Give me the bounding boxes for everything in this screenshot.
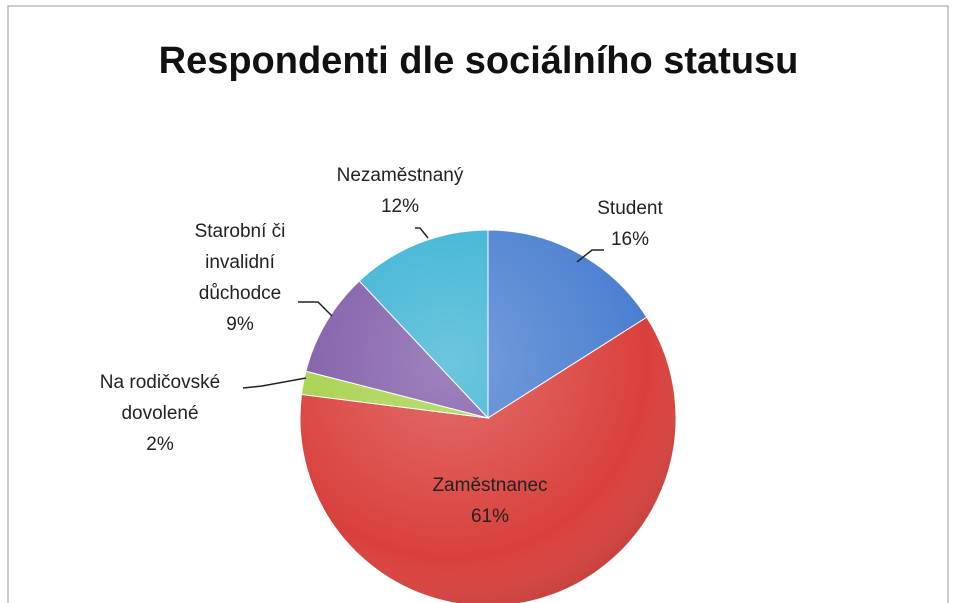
category-label: Student	[597, 198, 663, 219]
pie	[299, 229, 677, 603]
leader-line	[242, 377, 307, 389]
category-label: Na rodičovské dovolené	[99, 372, 221, 424]
value-label: 61%	[470, 506, 510, 527]
value-label: 9%	[226, 314, 254, 335]
category-label: Zaměstnanec	[432, 475, 548, 496]
data-label: Na rodičovské dovolené 2%	[85, 367, 235, 460]
chart-title: Respondenti dle sociálního statusu	[158, 40, 799, 82]
data-label: Zaměstnanec 61%	[390, 470, 590, 532]
value-label: 16%	[610, 229, 650, 250]
leader-line	[576, 249, 604, 263]
data-label: Student 16%	[560, 193, 700, 255]
value-label: 2%	[146, 434, 174, 455]
chart-border	[7, 5, 949, 603]
value-label: 12%	[380, 196, 420, 217]
data-label: Starobní či invalidní důchodce 9%	[175, 216, 305, 340]
leader-line	[415, 227, 429, 239]
data-label: Nezaměstnaný 12%	[315, 160, 485, 222]
leader-lines	[242, 227, 604, 389]
category-label: Starobní či invalidní důchodce	[194, 221, 286, 304]
category-label: Nezaměstnaný	[336, 165, 464, 186]
leader-line	[298, 301, 333, 317]
